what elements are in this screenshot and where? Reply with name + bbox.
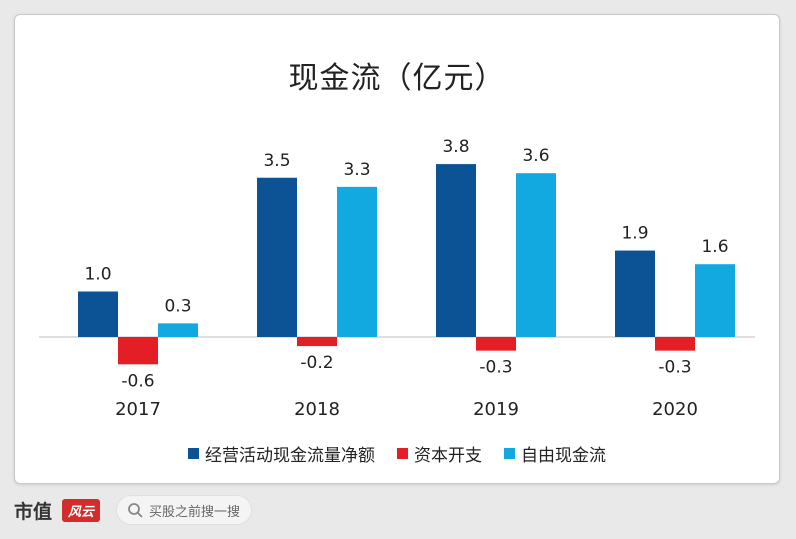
x-tick-label-2019: 2019: [473, 399, 519, 420]
bar-2018-2: [337, 186, 377, 337]
legend-label-2: 自由现金流: [521, 446, 606, 466]
data-label-2020-1: -0.3: [658, 358, 691, 378]
x-tick-label-2017: 2017: [115, 399, 161, 420]
brand-logo[interactable]: 市值: [14, 500, 53, 523]
search-box[interactable]: 买股之前搜一搜: [116, 495, 253, 525]
chart-card: 现金流（亿元） 1.0 -0.6 0.3 2017 3.5 -0.2 3.3 2018 3.8 -…: [14, 14, 780, 484]
legend-item-0: 经营活动现金流量净额: [188, 441, 375, 466]
data-label-2019-1: -0.3: [479, 358, 512, 378]
bar-2017-0: [78, 291, 118, 337]
data-label-2017-2: 0.3: [164, 296, 191, 316]
search-placeholder: 买股之前搜一搜: [149, 504, 241, 520]
bar-2017-1: [118, 337, 158, 365]
data-label-2020-2: 1.6: [701, 237, 728, 257]
x-tick-label-2018: 2018: [294, 399, 340, 420]
chart-legend: 经营活动现金流量净额 资本开支 自由现金流: [15, 441, 779, 466]
legend-swatch-0: [188, 448, 199, 459]
chart-plot: 1.0 -0.6 0.3 2017 3.5 -0.2 3.3 2018 3.8 -0.3 3.6 20…: [39, 137, 755, 420]
legend-item-1: 资本开支: [397, 441, 482, 466]
bar-2018-0: [257, 177, 297, 337]
brand-tag: 风云: [62, 498, 101, 522]
bar-2020-2: [695, 264, 735, 337]
bar-2019-1: [476, 337, 516, 351]
legend-swatch-1: [397, 448, 408, 459]
data-label-2017-1: -0.6: [121, 371, 154, 391]
data-label-2018-2: 3.3: [343, 160, 370, 180]
data-label-2018-0: 3.5: [263, 151, 290, 171]
bar-2019-2: [516, 173, 556, 337]
bar-2018-1: [297, 337, 337, 347]
footer-bar: 市值 风云 买股之前搜一搜: [14, 495, 253, 525]
x-tick-label-2020: 2020: [652, 399, 698, 420]
data-label-2018-1: -0.2: [300, 353, 333, 373]
bar-2020-1: [655, 337, 695, 351]
legend-swatch-2: [504, 448, 515, 459]
data-label-2019-0: 3.8: [442, 137, 469, 157]
legend-item-2: 自由现金流: [504, 441, 606, 466]
bar-2017-2: [158, 323, 198, 337]
bar-2020-0: [615, 250, 655, 337]
legend-label-1: 资本开支: [414, 446, 482, 466]
search-icon: [128, 503, 143, 518]
bar-2019-0: [436, 164, 476, 337]
chart-title: 现金流（亿元）: [288, 61, 506, 96]
data-label-2019-2: 3.6: [522, 146, 549, 166]
data-label-2017-0: 1.0: [84, 265, 111, 285]
data-label-2020-0: 1.9: [621, 224, 648, 244]
legend-label-0: 经营活动现金流量净额: [205, 446, 375, 466]
